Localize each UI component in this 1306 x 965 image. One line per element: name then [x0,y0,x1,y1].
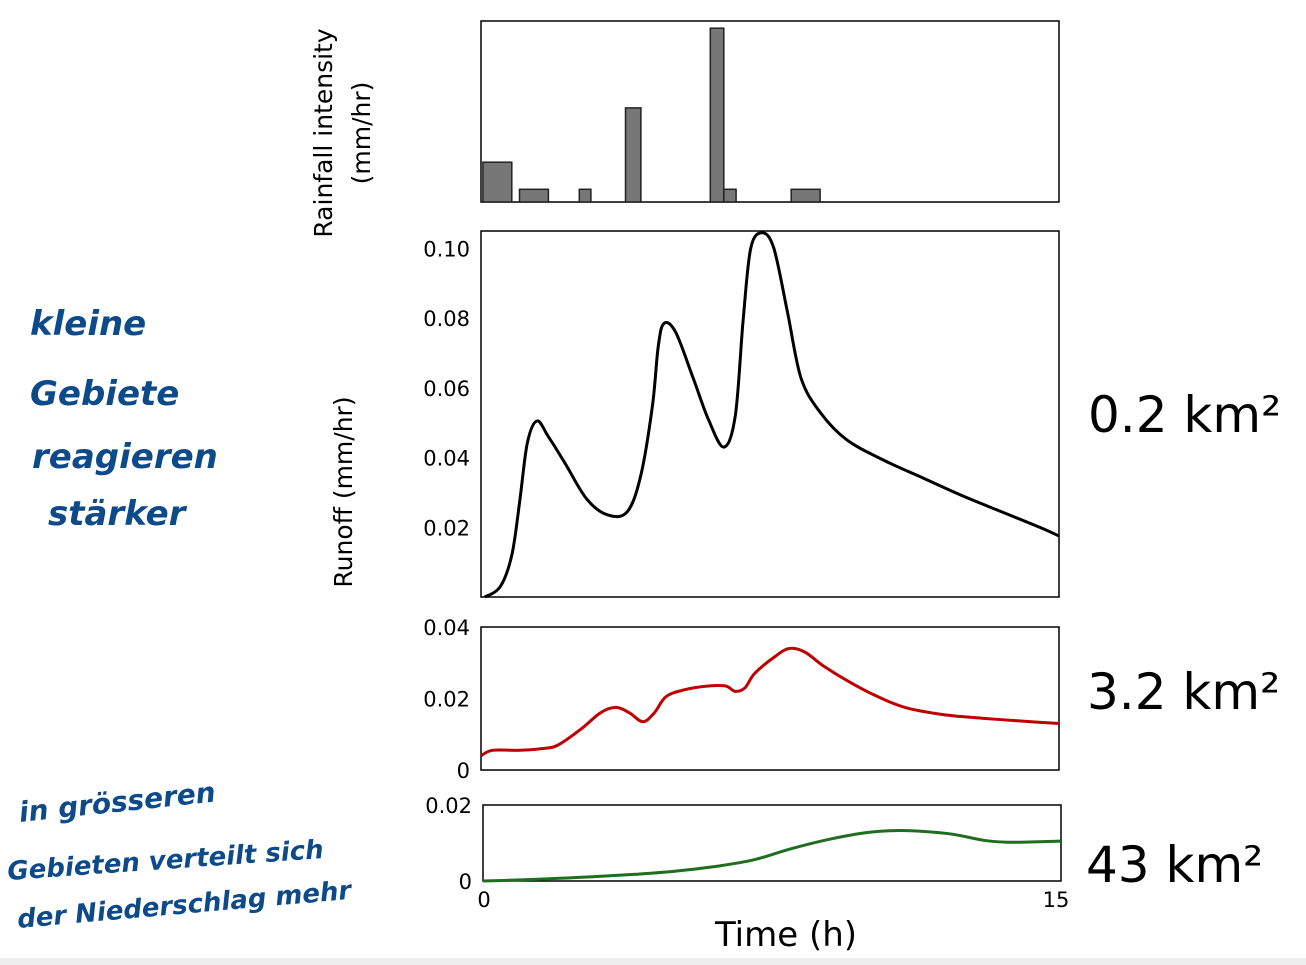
runoff-small-yticks: 0.02 0.04 0.06 0.08 0.10 [423,237,470,540]
ytick-label: 0.08 [423,307,470,331]
x-axis-label: Time (h) [714,915,857,955]
area-label-large: 43 km² [1086,836,1263,894]
annotation-top-line4: stärker [48,494,188,534]
rainfall-ylabel-line2: (mm/hr) [347,82,376,185]
x-tick-label-start: 0 [477,888,490,912]
x-tick-label-end: 15 [1043,888,1070,912]
window-bottom-strip [0,958,1306,965]
rainfall-plot-frame [480,20,1060,203]
runoff-large-series-line [482,828,1062,883]
runoff-panel-small: 0.02 0.04 0.06 0.08 0.10 Runoff (mm/hr) 0.2 … [329,230,1281,599]
annotation-bottom-line2: Gebieten verteilt sich [6,835,324,887]
rainfall-bar-2 [578,188,592,203]
rainfall-bar-4 [709,27,725,203]
annotation-top: kleine Gebiete reagieren stärker [30,304,218,534]
ytick-label: 0.02 [425,794,472,818]
runoff-panel-medium: 0 0.02 0.04 3.2 km² [423,616,1280,783]
ytick-label: 0.10 [423,237,470,261]
ytick-label: 0.04 [423,447,470,471]
annotation-top-line2: Gebiete [30,374,179,414]
rainfall-bar-0 [482,161,513,203]
runoff-panel-large: 00.02 43 km² [425,794,1263,894]
rainfall-bar-6 [790,188,821,203]
area-label-small: 0.2 km² [1088,386,1281,444]
ytick-label: 0 [459,870,472,894]
ytick-label: 0.02 [423,516,470,540]
ytick-label: 0.06 [423,377,470,401]
rainfall-bar-3 [624,107,642,203]
area-label-medium: 3.2 km² [1087,663,1280,721]
ytick-label: 0.04 [423,616,470,640]
rainfall-bars [482,27,821,203]
runoff-small-series-line [484,231,1060,599]
ytick-label: 0 [457,759,470,783]
annotation-bottom: in grösseren Gebieten verteilt sich der … [6,776,354,935]
runoff-medium-plot-frame [480,626,1060,771]
runoff-medium-yticks: 0 0.02 0.04 [423,616,470,783]
rainfall-bar-1 [518,188,550,203]
annotation-top-line1: kleine [30,304,146,344]
annotation-top-line3: reagieren [32,437,218,477]
rainfall-ylabel-line1: Rainfall intensity [309,28,338,237]
annotation-bottom-line3: der Niederschlag mehr [16,876,355,935]
rainfall-bar-5 [723,188,737,203]
rainfall-panel: Rainfall intensity (mm/hr) [309,20,1060,238]
runoff-large-yticks: 00.02 [425,794,472,894]
runoff-small-plot-frame [480,230,1060,598]
runoff-large-plot-frame [482,804,1062,882]
runoff-medium-series-line [480,646,1060,758]
runoff-ylabel: Runoff (mm/hr) [329,396,358,587]
ytick-label: 0.02 [423,688,470,712]
annotation-bottom-line1: in grösseren [17,776,217,829]
